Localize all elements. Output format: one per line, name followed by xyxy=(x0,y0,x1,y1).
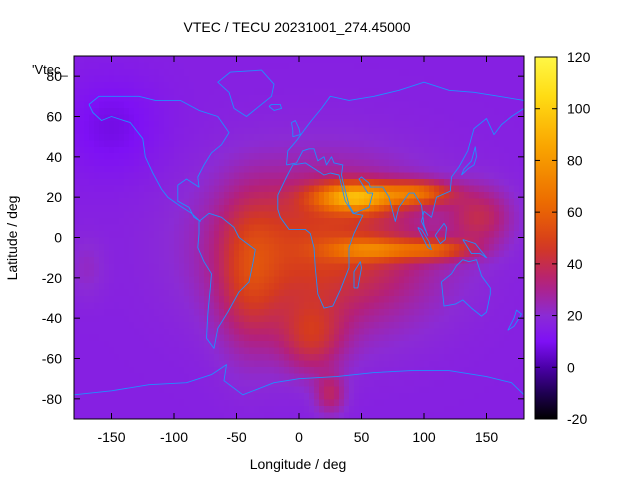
colorbar-tick-label: 80 xyxy=(567,152,583,168)
x-axis-label: Longitude / deg xyxy=(250,456,347,472)
colorbar-ticks: -20 0 20 40 60 80 100 120 xyxy=(535,49,591,427)
y-axis-label: Latitude / deg xyxy=(4,196,20,281)
africa-outline xyxy=(277,162,364,309)
new-guinea-outline xyxy=(462,239,487,259)
x-tick-label: 0 xyxy=(295,429,303,445)
legend-key-label: 'Vtec_ xyxy=(32,62,68,77)
colorbar-tick-label: 120 xyxy=(567,49,591,65)
vtec-raster xyxy=(74,56,524,419)
x-axis: -150 -100 -50 0 50 100 150 xyxy=(97,56,498,445)
y-tick-label: -60 xyxy=(42,351,62,367)
colorbar-tick-label: 40 xyxy=(567,256,583,272)
colorbar-tick-label: 100 xyxy=(567,101,591,117)
chart-title: VTEC / TECU 20231001_274.45000 xyxy=(183,19,410,35)
madagascar-outline xyxy=(353,261,362,289)
y-tick-label: 40 xyxy=(46,149,62,165)
y-tick-label: 0 xyxy=(54,230,62,246)
coastlines-overlay xyxy=(73,69,525,396)
new-zealand-outline xyxy=(507,309,522,331)
iceland-outline xyxy=(268,103,282,111)
colorbar-tick-label: 20 xyxy=(567,308,583,324)
y-tick-label: -80 xyxy=(42,391,62,407)
antarctica-outline xyxy=(73,364,525,396)
y-axis: -80 -60 -40 -20 0 20 40 60 80 xyxy=(42,68,524,407)
north-america-outline xyxy=(88,95,230,222)
x-tick-label: 150 xyxy=(475,429,499,445)
y-tick-label: 60 xyxy=(46,109,62,125)
borneo-outline xyxy=(434,222,447,245)
sumatra-outline xyxy=(417,227,432,251)
europe-asia-outline xyxy=(286,81,525,236)
x-tick-label: -50 xyxy=(226,429,246,445)
australia-outline xyxy=(441,259,491,317)
colorbar-tick-label: -20 xyxy=(567,411,587,427)
colorbar-tick-label: 0 xyxy=(567,359,575,375)
x-tick-label: 100 xyxy=(412,429,436,445)
colorbar: -20 0 20 40 60 80 100 120 xyxy=(534,49,591,427)
x-tick-label: 50 xyxy=(354,429,370,445)
y-tick-label: -20 xyxy=(42,270,62,286)
japan-outline xyxy=(461,146,477,176)
y-tick-label: 80 xyxy=(46,68,62,84)
y-tick-label: 20 xyxy=(46,189,62,205)
x-tick-label: -150 xyxy=(97,429,125,445)
x-tick-label: -100 xyxy=(160,429,188,445)
colorbar-tick-label: 60 xyxy=(567,204,583,220)
greenland-outline xyxy=(217,69,275,117)
colorbar-gradient xyxy=(534,56,558,420)
y-tick-label: -40 xyxy=(42,310,62,326)
south-america-outline xyxy=(197,212,256,349)
british-isles-outline xyxy=(291,120,301,138)
map-plot-area xyxy=(73,55,525,420)
